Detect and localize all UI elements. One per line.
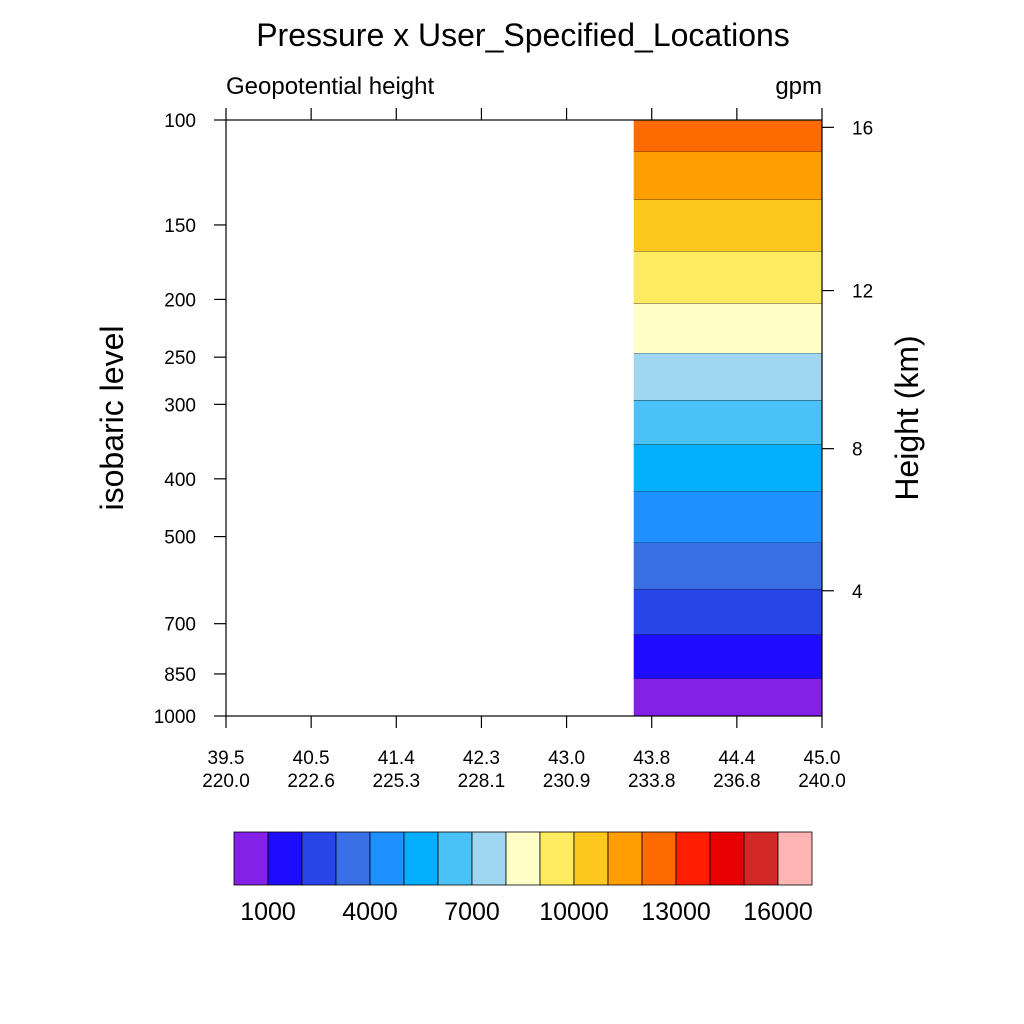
contour-band xyxy=(633,120,822,152)
contour-bands xyxy=(633,119,822,716)
colorbar-label: 1000 xyxy=(240,898,296,926)
colorbar-box xyxy=(607,831,643,886)
x-tick-label-lat: 43.8 xyxy=(633,748,670,769)
y2-tick-label: 12 xyxy=(852,282,873,303)
contour-band xyxy=(633,588,822,635)
colorbar-box xyxy=(437,831,473,886)
x-tick-label-lon: 233.8 xyxy=(628,771,676,792)
contour-band xyxy=(633,634,822,679)
x-tick-label-lat: 41.4 xyxy=(378,748,415,769)
contour-band xyxy=(633,151,822,200)
x-tick-label-lon: 230.9 xyxy=(543,771,591,792)
x-tick-label-lon: 236.8 xyxy=(713,771,761,792)
colorbar-box xyxy=(233,831,269,886)
contour-band xyxy=(633,400,822,445)
y-axis: 100 150 200 250 300 400 500 700 850 1000 xyxy=(154,111,226,728)
x-tick-label-lon: 220.0 xyxy=(202,771,250,792)
colorbar-label: 13000 xyxy=(641,898,711,926)
y-axis-label: isobaric level xyxy=(94,326,130,511)
x-tick-label-lat: 42.3 xyxy=(463,748,500,769)
y-tick-label: 700 xyxy=(164,615,196,636)
colorbar-box xyxy=(267,831,303,886)
y2-tick-label: 4 xyxy=(852,582,863,603)
x-tick-label-lat: 39.5 xyxy=(208,748,245,769)
y-tick-label: 200 xyxy=(164,290,196,311)
colorbar-box xyxy=(777,831,813,886)
colorbar-box xyxy=(709,831,745,886)
colorbar-box xyxy=(641,831,677,886)
colorbar-box xyxy=(471,831,507,886)
contour-band xyxy=(633,542,822,589)
y-tick-label: 250 xyxy=(164,348,196,369)
contour-band xyxy=(633,303,822,353)
y2-tick-label: 8 xyxy=(852,440,863,461)
colorbar-box xyxy=(573,831,609,886)
y-tick-label: 500 xyxy=(164,528,196,549)
right-subtitle: gpm xyxy=(775,73,822,100)
colorbar-box xyxy=(301,831,337,886)
x-tick-label-lat: 44.4 xyxy=(718,748,755,769)
x-tick-label-lat: 43.0 xyxy=(548,748,585,769)
x-tick-label-lat: 45.0 xyxy=(804,748,841,769)
x-tick-label-lat: 40.5 xyxy=(293,748,330,769)
colorbar: 1000 4000 7000 10000 13000 16000 xyxy=(233,831,813,926)
x-tick-label-lon: 240.0 xyxy=(798,771,846,792)
y-tick-label: 850 xyxy=(164,665,196,686)
y2-axis: 16 12 8 4 xyxy=(822,118,873,603)
y-tick-label: 1000 xyxy=(154,707,196,728)
colorbar-label: 7000 xyxy=(444,898,500,926)
colorbar-box xyxy=(675,831,711,886)
plot-frame xyxy=(225,119,823,717)
colorbar-box xyxy=(335,831,371,886)
y2-tick-label: 16 xyxy=(852,118,873,139)
y-tick-label: 100 xyxy=(164,111,196,132)
colorbar-box xyxy=(369,831,405,886)
contour-band xyxy=(633,491,822,543)
colorbar-label: 16000 xyxy=(743,898,813,926)
x-tick-label-lon: 225.3 xyxy=(373,771,421,792)
y-tick-label: 300 xyxy=(164,395,196,416)
contour-band xyxy=(633,251,822,304)
colorbar-label: 10000 xyxy=(539,898,609,926)
y-tick-label: 400 xyxy=(164,470,196,491)
contour-band xyxy=(633,678,822,716)
colorbar-box xyxy=(743,831,779,886)
y-tick-label: 150 xyxy=(164,216,196,237)
left-subtitle: Geopotential height xyxy=(226,73,434,100)
contour-band xyxy=(633,199,822,252)
contour-band xyxy=(633,352,822,401)
x-tick-label-lon: 222.6 xyxy=(287,771,335,792)
y2-axis-label: Height (km) xyxy=(889,335,925,500)
colorbar-label: 4000 xyxy=(342,898,398,926)
colorbar-box xyxy=(505,831,541,886)
x-tick-label-lon: 228.1 xyxy=(458,771,506,792)
colorbar-box xyxy=(403,831,439,886)
contour-band xyxy=(633,444,822,492)
colorbar-box xyxy=(539,831,575,886)
chart-title: Pressure x User_Specified_Locations xyxy=(256,17,790,53)
